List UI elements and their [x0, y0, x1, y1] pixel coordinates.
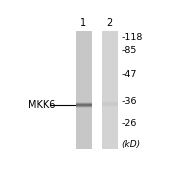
- Text: (kD): (kD): [122, 140, 141, 149]
- Text: -118: -118: [122, 33, 143, 42]
- Text: -26: -26: [122, 119, 137, 128]
- Text: 2: 2: [107, 18, 113, 28]
- Text: -47: -47: [122, 70, 137, 79]
- Text: MKK6: MKK6: [28, 100, 55, 110]
- Text: -36: -36: [122, 97, 137, 106]
- Text: -85: -85: [122, 46, 137, 55]
- Text: 1: 1: [80, 18, 86, 28]
